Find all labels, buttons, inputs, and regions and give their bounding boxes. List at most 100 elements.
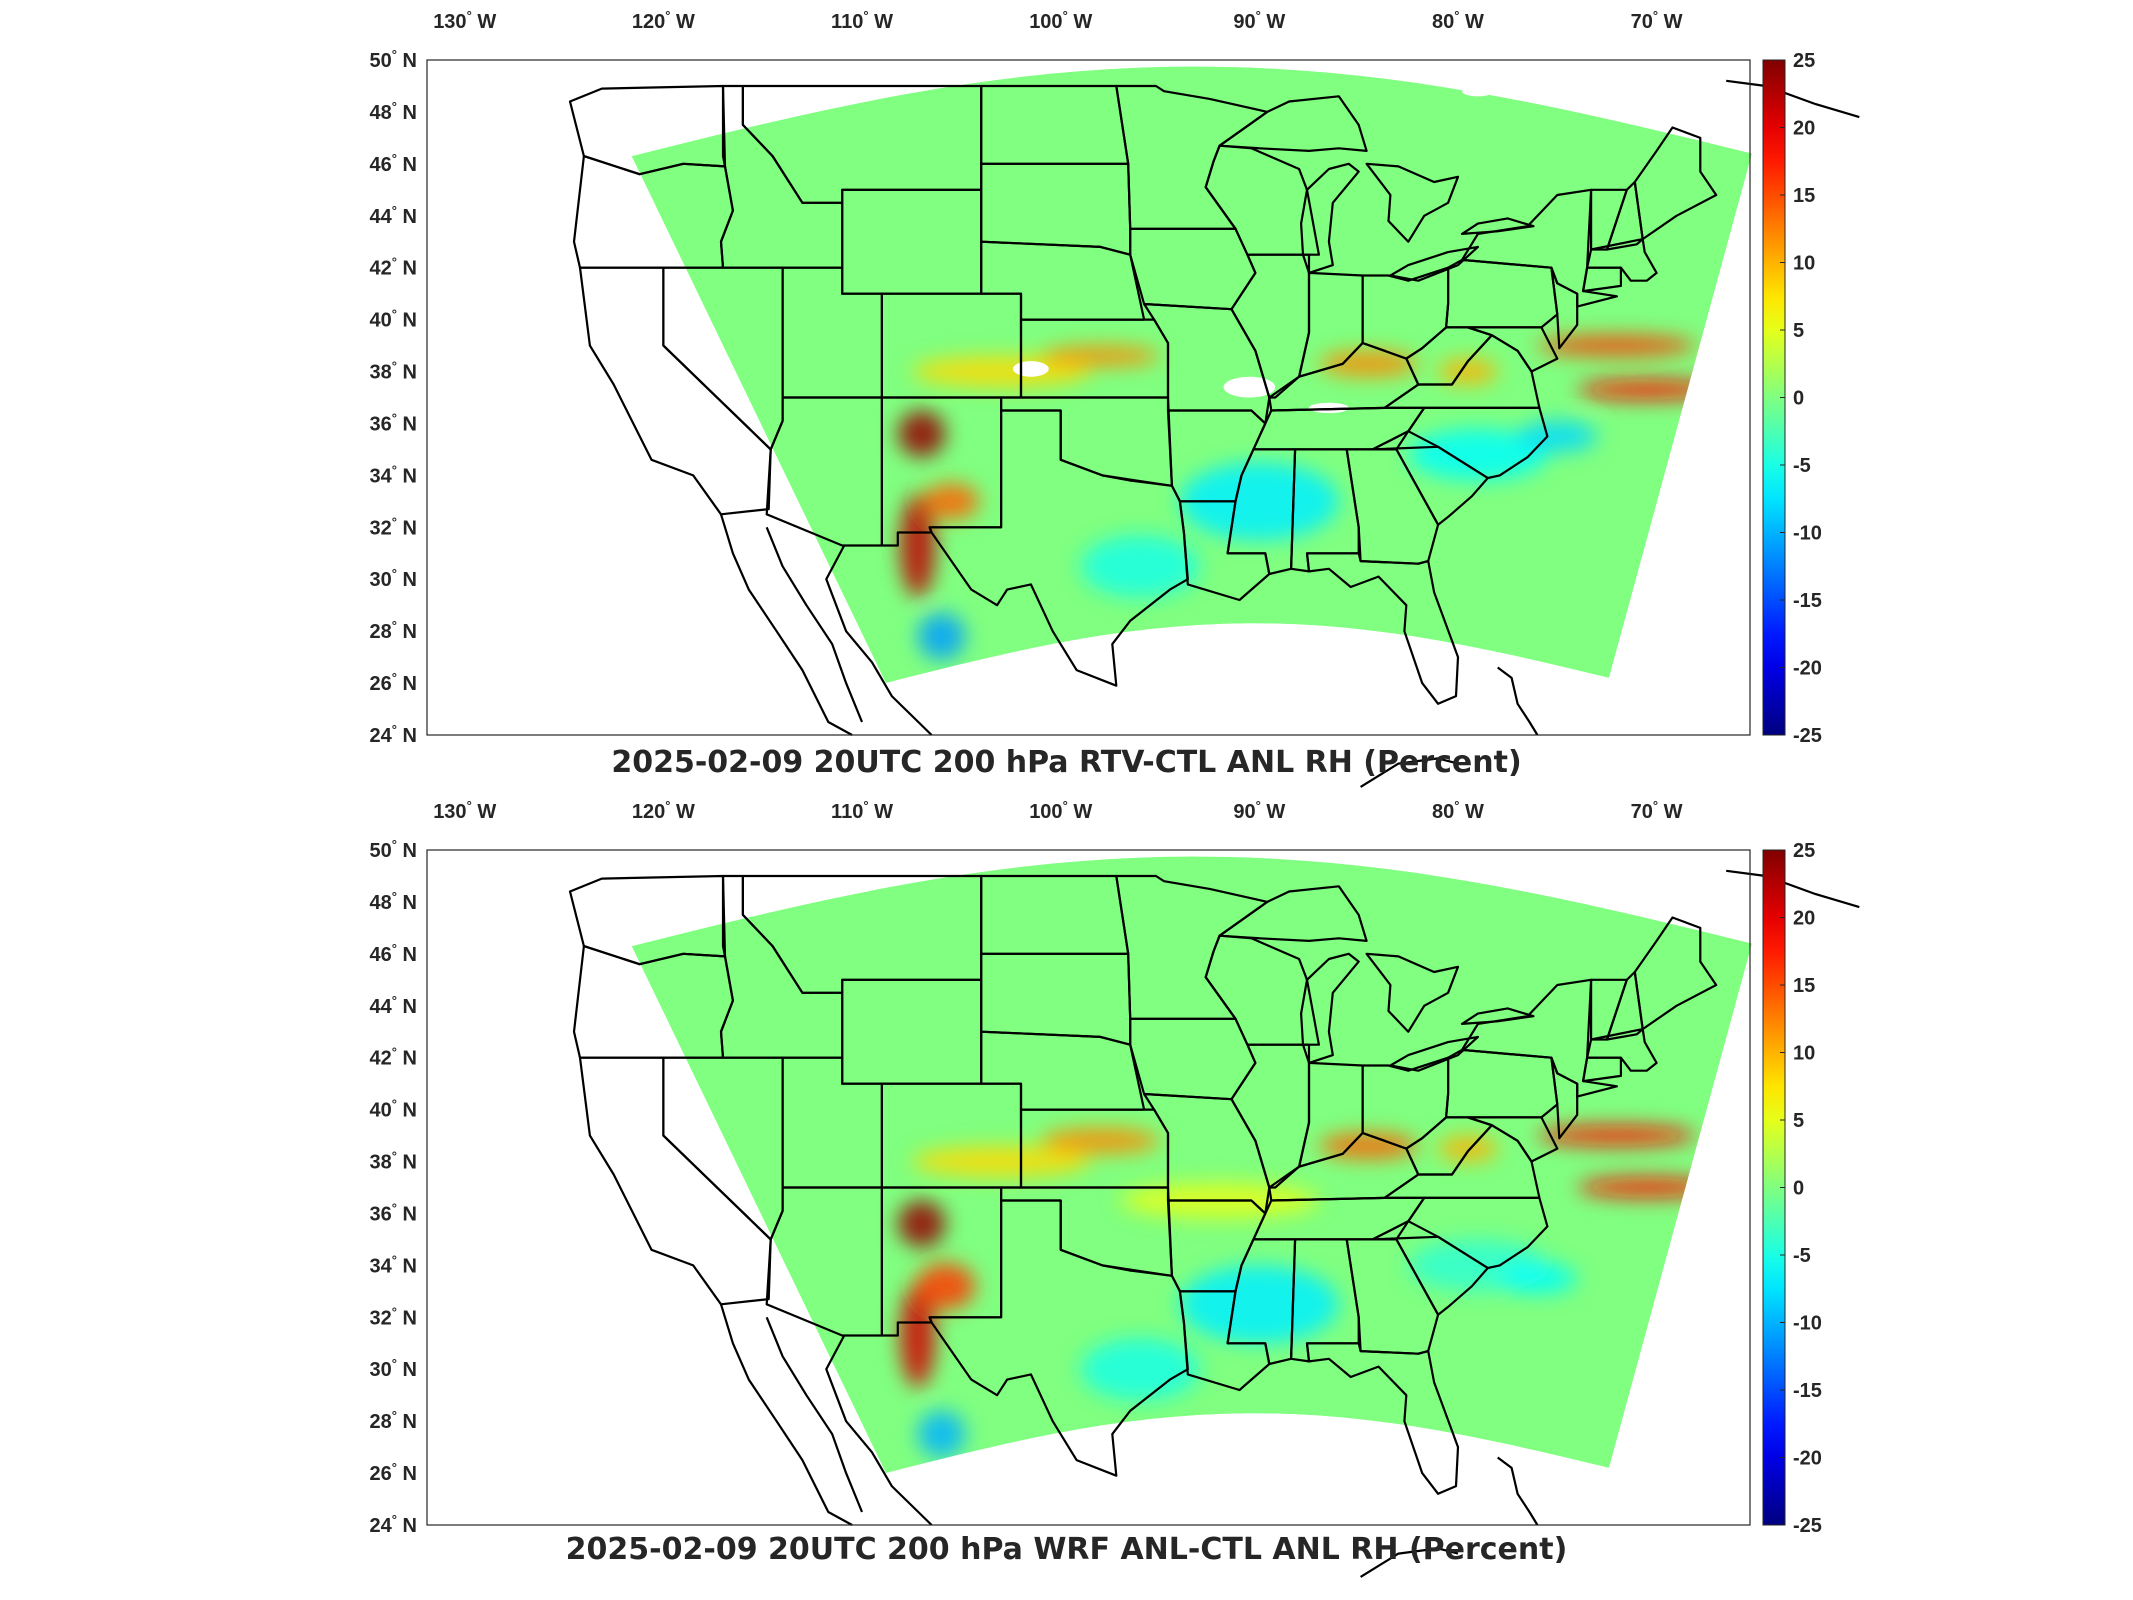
latitude-tick-label: 32° N	[370, 1304, 417, 1329]
anomaly-blob	[1080, 1338, 1200, 1401]
latitude-tick-label: 48° N	[370, 889, 417, 914]
longitude-tick-label: 70° W	[1631, 798, 1683, 823]
state-outline	[1395, 1220, 1489, 1316]
map-panel-wrf-ctl: 130° W 120° W 110° W 100° W 90° W 80° W 70° W 5…	[0, 790, 2133, 1590]
latitude-tick-label: 26° N	[370, 1460, 417, 1485]
latitude-tick-label: 28° N	[370, 618, 417, 643]
colorbar-tick-label: -20	[1793, 1448, 1822, 1470]
longitude-tick-label: 130° W	[433, 798, 496, 823]
state-outline	[1395, 430, 1489, 526]
latitude-tick-label: 24° N	[370, 1512, 417, 1537]
coastline	[1360, 757, 1459, 788]
latitude-tick-label: 30° N	[370, 566, 417, 591]
anomaly-blob	[1040, 1127, 1160, 1154]
latitude-tick-label: 30° N	[370, 1356, 417, 1381]
latitude-tick-label: 42° N	[370, 1045, 417, 1070]
coastline	[719, 513, 853, 736]
state-outline	[1633, 126, 1718, 241]
latitude-tick-label: 34° N	[370, 462, 417, 487]
anomaly-blob	[1040, 345, 1160, 367]
latitude-tick-label: 34° N	[370, 1252, 417, 1277]
state-outline	[1605, 180, 1644, 251]
lake-outline	[1299, 952, 1360, 1064]
latitude-tick-label: 40° N	[370, 1097, 417, 1122]
state-boundaries	[568, 79, 1860, 788]
anomaly-blob	[1318, 350, 1419, 377]
coastline	[1360, 1547, 1459, 1578]
state-outline	[1581, 266, 1623, 293]
coastline	[765, 1316, 864, 1513]
anomaly-blob	[911, 1145, 1091, 1178]
lake-outline	[1365, 952, 1460, 1033]
anomaly-blob	[1179, 1265, 1339, 1344]
axes-frame	[426, 849, 1751, 1526]
map-figure: 130° W 120° W 110° W 100° W 90° W 80° W 70° W 5…	[370, 798, 1860, 1578]
state-outline	[1466, 326, 1559, 373]
anomaly-blob	[1497, 1262, 1578, 1294]
coastline	[825, 1334, 933, 1526]
anomaly-blob	[899, 1283, 936, 1388]
anomaly-blob	[899, 493, 936, 598]
lake-outline	[1365, 162, 1460, 243]
missing-data-patch	[1223, 376, 1276, 398]
longitude-tick-label: 90° W	[1233, 8, 1285, 33]
lake-outline	[1460, 217, 1535, 235]
panel-title: 2025-02-09 20UTC 200 hPa WRF ANL-CTL ANL…	[565, 1532, 1568, 1567]
state-outline	[928, 409, 1189, 687]
latitude-tick-label: 42° N	[370, 255, 417, 280]
map-panel-rtv-ctl: 130° W 120° W 110° W 100° W 90° W 80° W 70° W 5…	[370, 8, 1860, 788]
state-outline	[1371, 406, 1549, 480]
colorbar-tick-label: 15	[1793, 185, 1815, 207]
coastline	[1497, 666, 1539, 736]
panel-title: 2025-02-09 20UTC 200 hPa RTV-CTL ANL RH …	[611, 745, 1522, 780]
state-outline	[1371, 1196, 1549, 1270]
longitude-tick-label: 120° W	[632, 8, 695, 33]
coastline	[825, 544, 933, 736]
anomaly-blob	[917, 1410, 966, 1458]
longitude-tick-label: 100° W	[1029, 8, 1092, 33]
anomaly-blob	[1537, 1125, 1697, 1146]
anomaly-blob	[1318, 1133, 1419, 1159]
coastline	[765, 526, 864, 723]
axes-frame	[426, 59, 1751, 736]
latitude-tick-label: 38° N	[370, 1149, 417, 1174]
colorbar-tick-label: -25	[1793, 725, 1822, 747]
longitude-tick-label: 110° W	[831, 798, 893, 823]
lake-outline	[1218, 95, 1368, 152]
anomaly-blob	[1577, 1177, 1717, 1198]
longitude-tick-label: 70° W	[1631, 8, 1683, 33]
colorbar-tick-label: 25	[1793, 50, 1815, 72]
state-outline	[1305, 552, 1460, 705]
colorbar-tick-label: 15	[1793, 975, 1815, 997]
anomaly-blob	[915, 1262, 976, 1310]
colorbar-tick-label: -15	[1793, 1380, 1822, 1402]
state-outline	[1305, 1342, 1460, 1495]
colorbar-tick-label: 10	[1793, 1043, 1815, 1065]
state-outline	[1605, 970, 1644, 1041]
state-outline	[1581, 1056, 1623, 1083]
anomaly-blob	[917, 612, 966, 660]
colorbar-tick-label: -10	[1793, 523, 1822, 545]
anomaly-blob	[911, 355, 1091, 388]
colorbar-tick-label: 20	[1793, 118, 1815, 140]
longitude-tick-label: 100° W	[1029, 798, 1092, 823]
colorbar-tick-label: -15	[1793, 590, 1822, 612]
anomaly-blob	[1517, 420, 1598, 452]
state-outline	[928, 1199, 1189, 1477]
missing-data-patch	[1013, 361, 1049, 377]
anomaly-blob	[923, 483, 980, 520]
colorbar-tick-label: -25	[1793, 1515, 1822, 1537]
state-outline	[1633, 916, 1718, 1031]
lake-outline	[1299, 162, 1360, 274]
lake-outline	[1218, 885, 1368, 942]
state-boundaries	[568, 869, 1860, 1578]
coastline	[719, 1303, 853, 1526]
longitude-tick-label: 80° W	[1432, 8, 1484, 33]
latitude-tick-label: 44° N	[370, 993, 417, 1018]
state-outline	[1466, 1116, 1559, 1163]
anomaly-blob	[1080, 535, 1200, 598]
colorbar-tick-label: -20	[1793, 658, 1822, 680]
latitude-tick-label: 26° N	[370, 670, 417, 695]
latitude-tick-label: 50° N	[370, 47, 417, 72]
longitude-tick-label: 80° W	[1432, 798, 1484, 823]
